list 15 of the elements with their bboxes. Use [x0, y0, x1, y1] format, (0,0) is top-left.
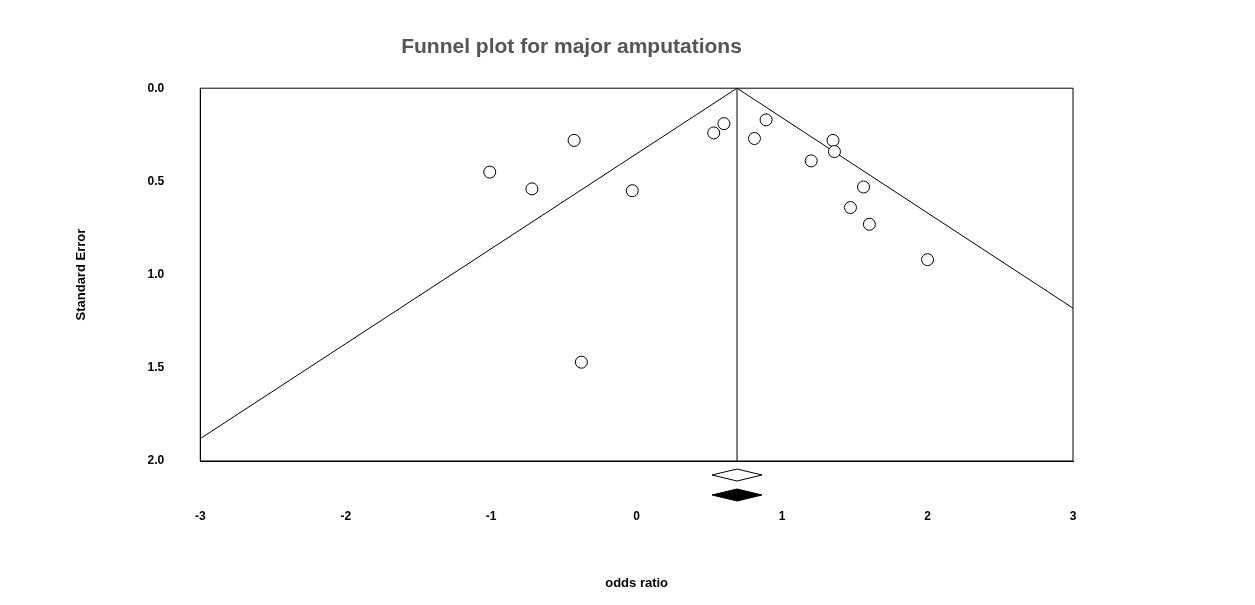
x-tick-label: 3 [1069, 508, 1077, 523]
y-tick-label: 0.0 [147, 80, 165, 95]
x-tick-label: 0 [633, 508, 641, 523]
x-tick-label: -3 [194, 508, 206, 523]
y-tick-label: 0.5 [147, 173, 165, 188]
chart-title: Funnel plot for major amputations [401, 34, 742, 58]
x-tick-label: 2 [924, 508, 932, 523]
y-tick-label: 2.0 [147, 453, 165, 468]
y-axis-title: Standard Error [73, 228, 89, 321]
x-tick-label: -2 [340, 508, 352, 523]
y-tick-label: 1.0 [147, 266, 165, 281]
x-tick-label: 1 [778, 508, 786, 523]
x-tick-label: -1 [485, 508, 497, 523]
x-axis-title: odds ratio [605, 574, 669, 590]
y-tick-label: 1.5 [147, 360, 165, 375]
